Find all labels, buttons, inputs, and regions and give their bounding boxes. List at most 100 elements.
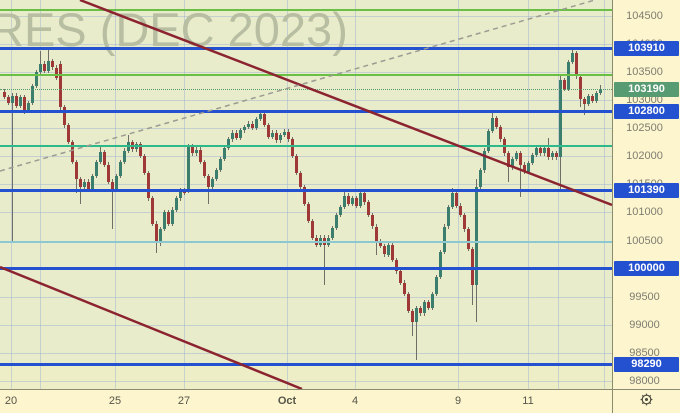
- candle: [271, 132, 274, 138]
- candle: [459, 205, 462, 216]
- candle: [207, 175, 210, 188]
- candle: [163, 212, 166, 230]
- candle: [239, 130, 242, 139]
- candle: [515, 152, 518, 160]
- price-level-line-104600[interactable]: [0, 9, 612, 12]
- price-level-line-100480[interactable]: [0, 240, 612, 243]
- candle-wick: [416, 305, 417, 360]
- candle: [83, 181, 86, 188]
- candle: [539, 147, 542, 154]
- candle: [331, 228, 334, 238]
- candle: [283, 131, 286, 135]
- candle-wick: [12, 93, 13, 244]
- candle: [391, 245, 394, 261]
- axis-settings-button[interactable]: [612, 389, 680, 413]
- candle: [235, 132, 238, 139]
- h-gridline: [0, 381, 612, 382]
- candle: [443, 226, 446, 252]
- candle: [563, 79, 566, 89]
- candle: [387, 245, 390, 255]
- price-badge-103910: 103910: [614, 41, 679, 57]
- candle: [307, 204, 310, 221]
- candle: [79, 178, 82, 188]
- h-gridline: [0, 212, 612, 214]
- price-tick-100500: 100500: [626, 234, 663, 247]
- candle: [187, 146, 190, 190]
- candle: [339, 206, 342, 216]
- candle: [147, 173, 150, 199]
- price-tick-104500: 104500: [626, 9, 663, 22]
- candle: [155, 223, 158, 244]
- candle: [555, 152, 558, 158]
- time-tick-4: 4: [351, 395, 359, 407]
- price-level-line-103450[interactable]: [0, 73, 612, 76]
- candle: [523, 164, 526, 172]
- candle: [495, 118, 498, 127]
- price-level-line-102190[interactable]: [0, 144, 612, 147]
- candle: [203, 161, 206, 176]
- price-level-line-98290[interactable]: [0, 363, 612, 367]
- candle: [335, 215, 338, 229]
- price-tick-102500: 102500: [626, 122, 663, 135]
- candle: [11, 95, 14, 103]
- v-gridline: [458, 0, 459, 389]
- v-gridline: [115, 0, 116, 389]
- h-gridline: [0, 100, 612, 102]
- time-tick-Oct: Oct: [277, 395, 297, 407]
- candle: [219, 159, 222, 171]
- candle: [295, 156, 298, 174]
- candle: [587, 96, 590, 104]
- below-support-band: [0, 364, 612, 389]
- candle: [195, 149, 198, 154]
- h-gridline: [0, 352, 612, 354]
- time-tick-27: 27: [177, 395, 191, 407]
- candle: [507, 153, 510, 168]
- candle: [259, 113, 262, 120]
- v-gridline: [558, 0, 559, 389]
- candle: [379, 241, 382, 247]
- candle: [99, 151, 102, 162]
- time-tick-20: 20: [4, 395, 18, 407]
- v-gridline: [287, 0, 288, 389]
- price-badge-102800: 102800: [614, 103, 679, 119]
- candle: [167, 212, 170, 224]
- candle: [475, 187, 478, 286]
- candle: [359, 192, 362, 206]
- candle: [511, 159, 514, 168]
- candle: [351, 197, 354, 204]
- time-axis[interactable]: 20 25 27 Oct 4 9 11: [0, 389, 612, 413]
- price-tick-103000: 103000: [626, 94, 663, 107]
- candle: [143, 156, 146, 174]
- candle: [551, 152, 554, 158]
- candle: [91, 175, 94, 189]
- candle: [19, 97, 22, 106]
- price-level-line-100000[interactable]: [0, 267, 612, 271]
- candle: [591, 96, 594, 102]
- candle: [247, 123, 250, 128]
- candle: [251, 123, 254, 129]
- price-level-line-103190[interactable]: [0, 88, 612, 90]
- price-level-line-103910[interactable]: [0, 47, 612, 51]
- candle: [375, 226, 378, 242]
- candle: [59, 63, 62, 108]
- candle: [383, 246, 386, 255]
- price-tick-98500: 98500: [629, 346, 660, 359]
- price-badge-100000: 100000: [614, 261, 679, 277]
- price-axis[interactable]: 1045001040001035001030001025001020001015…: [612, 0, 680, 389]
- candle: [199, 149, 202, 162]
- candle: [455, 192, 458, 206]
- candle: [311, 220, 314, 238]
- time-tick-9: 9: [454, 395, 462, 407]
- candle: [367, 202, 370, 216]
- candle: [479, 170, 482, 188]
- price-level-line-102800[interactable]: [0, 109, 612, 113]
- price-level-line-101390[interactable]: [0, 189, 612, 192]
- chart-plot-area[interactable]: RES (DEC 2023): [0, 0, 612, 389]
- candle: [411, 310, 414, 322]
- candle: [175, 198, 178, 210]
- candle: [543, 147, 546, 154]
- candle: [451, 192, 454, 207]
- price-level-line-98320[interactable]: [0, 362, 612, 364]
- candle: [159, 229, 162, 244]
